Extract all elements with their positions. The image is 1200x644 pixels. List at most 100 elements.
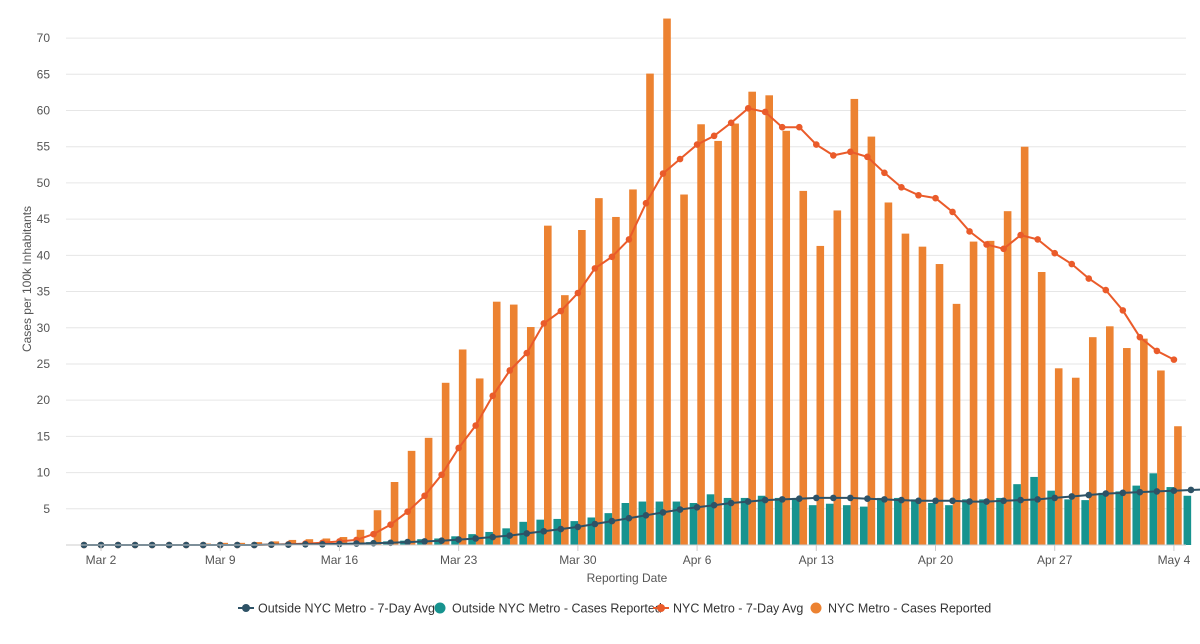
nyc-avg-point (1119, 307, 1127, 314)
outside-cases-bar (1013, 484, 1021, 545)
outside-cases-bar (1098, 492, 1106, 545)
legend-dot-swatch (657, 604, 665, 612)
nyc-avg-point (574, 289, 582, 297)
nyc-avg-point (778, 123, 786, 131)
outside-cases-bar (655, 501, 664, 545)
outside-avg-point (915, 497, 922, 505)
legend-item: Outside NYC Metro - Cases Reported (434, 602, 662, 616)
nyc-avg-point (1136, 333, 1144, 341)
nyc-cases-bar (407, 450, 416, 545)
legend: Outside NYC Metro - 7-Day Avg Outside NYC… (238, 602, 991, 616)
nyc-cases-bar (1003, 211, 1012, 545)
nyc-cases-bar (901, 233, 910, 545)
nyc-cases-bar (271, 541, 280, 545)
y-tick-label: 30 (37, 321, 51, 335)
nyc-avg-point (949, 208, 956, 216)
y-tick-label: 40 (37, 248, 51, 262)
outside-cases-bar (791, 497, 800, 545)
outside-avg-point (898, 496, 905, 504)
legend-item: Outside NYC Metro - 7-Day Avg (238, 602, 435, 616)
nyc-avg-point (676, 155, 684, 163)
nyc-avg-point (540, 320, 548, 327)
outside-avg-point (1170, 487, 1178, 494)
nyc-cases-bar (595, 198, 603, 545)
outside-avg-point (949, 497, 956, 505)
nyc-avg-point (1000, 245, 1007, 253)
x-tick-label: Apr 27 (1037, 553, 1073, 567)
nyc-cases-bar (356, 529, 365, 545)
nyc-cases-bar (1020, 146, 1029, 546)
outside-cases-bar (757, 495, 766, 545)
nyc-avg-point (864, 153, 871, 161)
outside-avg-point (1085, 491, 1093, 499)
nyc-avg-point (915, 191, 922, 199)
nyc-avg-point (1051, 249, 1059, 257)
outside-avg-point (625, 514, 633, 522)
nyc-avg-point (983, 241, 990, 248)
nyc-avg-point (625, 236, 633, 243)
legend-label: NYC Metro - Cases Reported (828, 602, 991, 616)
outside-avg-point (693, 504, 701, 511)
y-tick-label: 15 (37, 429, 51, 443)
nyc-avg-point (881, 169, 888, 177)
x-tick-label: Apr 20 (918, 553, 954, 567)
nyc-cases-bar (1071, 377, 1080, 545)
outside-avg-point (523, 530, 531, 537)
outside-avg-point (438, 537, 445, 544)
nyc-avg-point (1170, 356, 1178, 363)
outside-cases-bar (808, 505, 817, 545)
legend-label: NYC Metro - 7-Day Avg (673, 602, 803, 616)
outside-avg-point (1119, 489, 1127, 497)
outside-avg-point (795, 495, 803, 502)
outside-avg-point (966, 498, 973, 505)
outside-cases-bar (859, 506, 868, 545)
nyc-avg-point (1102, 286, 1110, 294)
nyc-cases-bar (1054, 368, 1063, 545)
nyc-avg-point (1017, 231, 1024, 239)
nyc-cases-bar (867, 136, 876, 545)
outside-avg-point (557, 525, 565, 533)
nyc-cases-bar (918, 246, 927, 546)
nyc-cases-bar (475, 378, 484, 545)
nyc-avg-point (812, 141, 820, 148)
outside-cases-bar (1115, 491, 1124, 545)
outside-avg-point (1000, 497, 1007, 505)
outside-cases-bar (553, 518, 562, 545)
y-tick-label: 5 (43, 502, 50, 516)
nyc-cases-bar (390, 482, 399, 545)
outside-avg-point (540, 527, 548, 535)
gridlines (66, 37, 1186, 510)
outside-cases-bar (1166, 487, 1175, 545)
nyc-cases-bar (492, 301, 501, 545)
outside-avg-point (319, 540, 326, 548)
nyc-cases-bar (1088, 337, 1097, 545)
outside-cases-bar (894, 497, 902, 545)
nyc-avg-point (966, 228, 973, 235)
nyc-cases-bar (288, 539, 297, 545)
nyc-avg-point (830, 152, 837, 159)
outside-cases-bar (962, 499, 970, 545)
nyc-cases-bar (458, 349, 467, 545)
outside-avg-point (404, 538, 411, 546)
outside-cases-bar (1132, 485, 1141, 545)
nyc-avg-point (1085, 275, 1093, 282)
outside-avg-point (421, 538, 428, 545)
nyc-cases-bar (441, 382, 450, 545)
outside-avg-point (591, 520, 599, 528)
nyc-cases-bar (561, 295, 569, 545)
nyc-cases-bar (629, 189, 637, 545)
outside-cases-bar (621, 503, 630, 545)
nyc-avg-point (438, 471, 445, 479)
x-tick-label: Mar 16 (321, 553, 359, 567)
outside-avg-point (574, 523, 582, 531)
y-tick-label: 55 (37, 140, 51, 154)
legend-item: NYC Metro - Cases Reported (810, 602, 991, 616)
outside-avg-point (676, 506, 684, 513)
x-tick-label: Mar 9 (205, 553, 236, 567)
outside-avg-point (1034, 496, 1041, 503)
outside-cases-bar (945, 505, 953, 545)
x-tick-label: Apr 6 (683, 553, 712, 567)
y-tick-label: 50 (37, 176, 51, 190)
outside-cases-bar (825, 503, 834, 545)
